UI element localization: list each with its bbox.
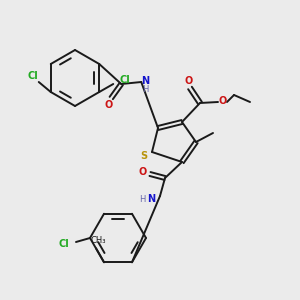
Text: Cl: Cl <box>27 71 38 81</box>
Text: O: O <box>219 96 227 106</box>
Text: O: O <box>185 76 193 86</box>
Text: N: N <box>147 194 155 204</box>
Text: H: H <box>142 85 148 94</box>
Text: CH₃: CH₃ <box>90 236 106 245</box>
Text: Cl: Cl <box>58 239 69 249</box>
Text: H: H <box>139 194 145 203</box>
Text: Cl: Cl <box>119 75 130 85</box>
Text: O: O <box>139 167 147 177</box>
Text: N: N <box>141 76 149 86</box>
Text: O: O <box>104 100 112 110</box>
Text: S: S <box>140 151 148 161</box>
